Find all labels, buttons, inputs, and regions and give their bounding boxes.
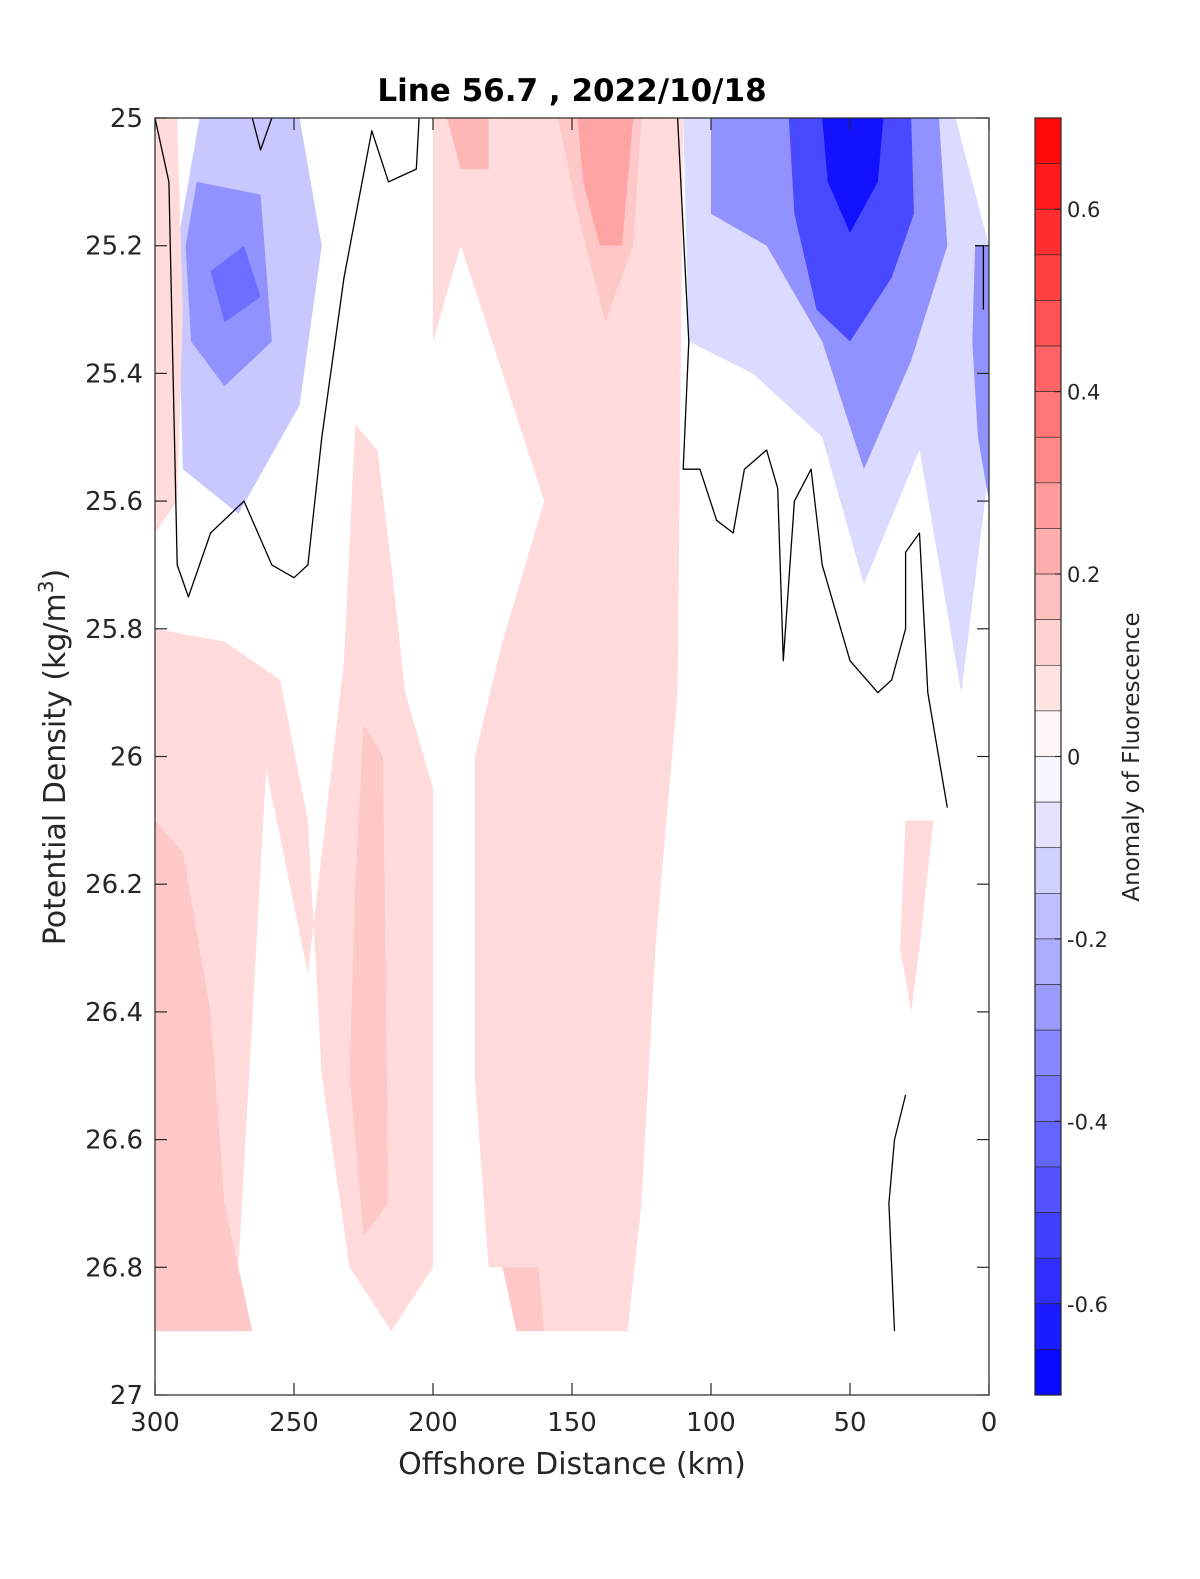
colorbar-band-19: [1034, 984, 1062, 1031]
colorbar-tick-label-1: 0.4: [1067, 381, 1100, 405]
colorbar-band-11: [1034, 619, 1062, 666]
colorbar-band-27: [1034, 1349, 1062, 1396]
zero-contour-line-3: [676, 118, 948, 808]
contour-fill-layer: [155, 118, 989, 1332]
y-tick-label-5: 26: [110, 743, 143, 773]
y-axis-label-close: ): [38, 569, 73, 581]
colorbar-label: Anomaly of Fluorescence: [1119, 612, 1145, 901]
colorbar-band-7: [1034, 436, 1062, 484]
colorbar-band-0: [1034, 117, 1062, 164]
zero-contour-line-5: [888, 1094, 907, 1332]
contour-region-positive-13: [433, 118, 684, 1332]
contour-region-negative-3: [210, 245, 261, 323]
contour-region-positive-18: [900, 820, 934, 1012]
x-tick-label-2: 200: [408, 1408, 458, 1438]
colorbar-tick-label-3: 0: [1067, 746, 1080, 770]
y-tick-label-7: 26.4: [85, 998, 143, 1028]
colorbar-band-14: [1034, 756, 1062, 803]
contour-region-positive-15: [446, 118, 489, 170]
x-tick-label-6: 0: [981, 1408, 998, 1438]
colorbar-band-16: [1034, 847, 1062, 894]
colorbar-band-22: [1034, 1121, 1062, 1168]
axis-ticks: 300 250 200 150 100 50 0 25 25.2 25.4 25.6 25.8 26 26…: [85, 104, 997, 1438]
colorbar-band-6: [1034, 391, 1062, 438]
zero-contour-line-1: [155, 118, 420, 598]
x-axis-label: Offshore Distance (km): [398, 1447, 746, 1482]
colorbar-band-13: [1034, 710, 1062, 757]
y-tick-label-4: 25.8: [85, 615, 143, 645]
x-tick-label-4: 100: [686, 1408, 736, 1438]
colorbar-band-24: [1034, 1212, 1062, 1259]
colorbar-band-25: [1034, 1257, 1062, 1305]
colorbar-band-9: [1034, 528, 1062, 575]
colorbar-tick-label-0: 0.6: [1067, 198, 1100, 222]
y-tick-label-6: 26.2: [85, 870, 143, 900]
colorbar-band-10: [1034, 573, 1062, 620]
zero-contour-line-2: [251, 118, 273, 151]
x-tick-label-1: 250: [269, 1408, 319, 1438]
contour-region-positive-16: [577, 118, 634, 246]
contour-region-positive-17: [502, 1267, 545, 1332]
y-axis-label: Potential Density (kg/m3): [34, 569, 73, 945]
contour-region-negative-7: [822, 118, 884, 233]
y-tick-label-3: 25.6: [85, 487, 143, 517]
colorbar: [1034, 117, 1062, 1396]
colorbar-ticks: 0.6 0.4 0.2 0 -0.2 -0.4 -0.6: [1055, 198, 1108, 1317]
colorbar-band-17: [1034, 893, 1062, 940]
colorbar-band-21: [1034, 1075, 1062, 1122]
colorbar-band-5: [1034, 345, 1062, 392]
x-tick-label-3: 150: [547, 1408, 597, 1438]
colorbar-band-8: [1034, 482, 1062, 529]
colorbar-band-1: [1034, 163, 1062, 210]
colorbar-band-15: [1034, 801, 1062, 849]
y-tick-label-9: 26.8: [85, 1253, 143, 1283]
y-tick-label-2: 25.4: [85, 359, 143, 389]
x-tick-label-5: 50: [833, 1408, 866, 1438]
y-axis-label-main: Potential Density (kg/m: [38, 593, 73, 945]
y-axis-label-exponent: 3: [34, 580, 58, 593]
colorbar-band-3: [1034, 254, 1062, 301]
colorbar-tick-label-6: -0.6: [1067, 1293, 1108, 1317]
chart-title: Line 56.7 , 2022/10/18: [377, 73, 766, 109]
contour-region-positive-12: [349, 724, 389, 1236]
y-tick-label-1: 25.2: [85, 232, 143, 262]
colorbar-band-26: [1034, 1303, 1062, 1350]
colorbar-band-20: [1034, 1029, 1062, 1077]
colorbar-band-4: [1034, 300, 1062, 347]
x-tick-label-0: 300: [130, 1408, 180, 1438]
colorbar-band-2: [1034, 208, 1062, 256]
colorbar-band-12: [1034, 664, 1062, 712]
y-tick-label-10: 27: [110, 1381, 143, 1411]
contour-region-positive-11: [155, 820, 253, 1332]
colorbar-tick-label-4: -0.2: [1067, 928, 1108, 952]
contour-region-positive-9: [155, 118, 183, 533]
colorbar-band-18: [1034, 938, 1062, 985]
y-tick-label-8: 26.6: [85, 1126, 143, 1156]
y-tick-label-0: 25: [110, 104, 143, 134]
colorbar-tick-label-2: 0.2: [1067, 563, 1100, 587]
colorbar-tick-label-5: -0.4: [1067, 1110, 1108, 1134]
colorbar-band-23: [1034, 1166, 1062, 1213]
